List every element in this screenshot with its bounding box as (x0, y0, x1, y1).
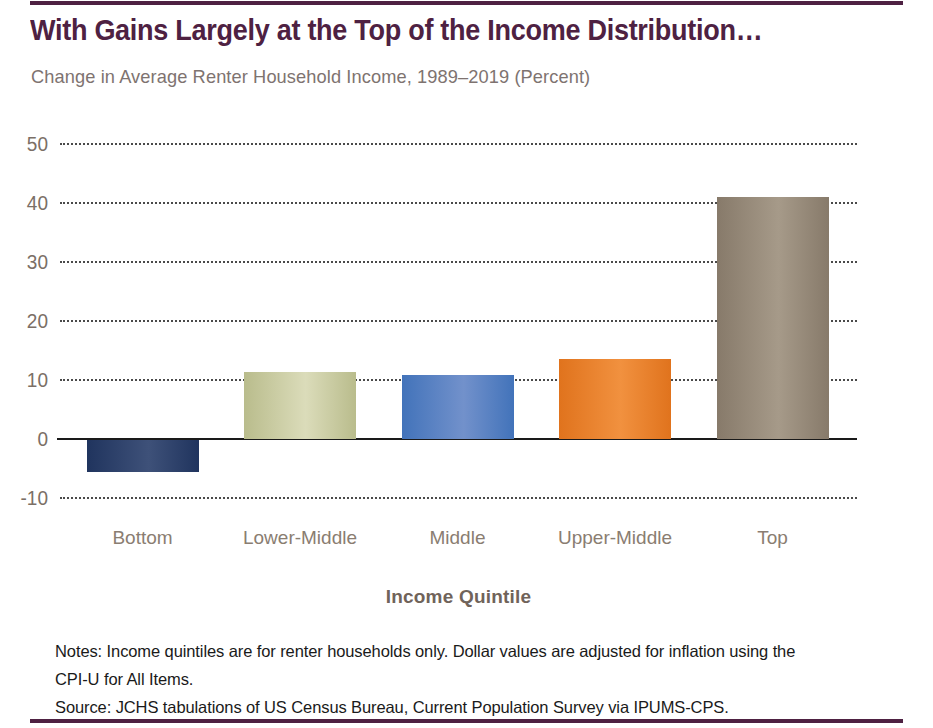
y-tick-label--10: -10 (2, 485, 48, 511)
plot-area: 50 40 30 20 10 0 -10BottomLower-MiddleMiddleUp… (0, 0, 933, 728)
notes-line-1: Notes: Income quintiles are for renter h… (55, 637, 885, 665)
x-category-label-bottom: Bottom (53, 526, 233, 550)
x-category-label-upper-middle: Upper-Middle (525, 526, 705, 550)
bar-top (717, 197, 829, 439)
bar-lower-middle (244, 372, 356, 439)
y-tick-label-40: 40 (2, 190, 48, 216)
bar-bottom (87, 440, 199, 472)
y-tick-label-20: 20 (2, 308, 48, 334)
y-tick-label-30: 30 (2, 249, 48, 275)
y-tick-label-10: 10 (2, 367, 48, 393)
x-category-label-top: Top (683, 526, 863, 550)
notes-line-2: CPI-U for All Items. (55, 665, 885, 693)
notes-block: Notes: Income quintiles are for renter h… (55, 637, 885, 721)
gridline-50 (60, 143, 857, 145)
source-line: Source: JCHS tabulations of US Census Bu… (55, 693, 885, 721)
bar-middle (402, 375, 514, 439)
gridline--10 (60, 497, 857, 499)
bar-upper-middle (559, 359, 671, 439)
x-category-label-lower-middle: Lower-Middle (210, 526, 390, 550)
bottom-maroon-rule (30, 719, 903, 723)
y-tick-label-0: 0 (2, 426, 48, 452)
x-category-label-middle: Middle (368, 526, 548, 550)
y-tick-label-50: 50 (2, 131, 48, 157)
chart-page: With Gains Largely at the Top of the Inc… (0, 0, 933, 728)
x-axis-title: Income Quintile (60, 585, 857, 609)
